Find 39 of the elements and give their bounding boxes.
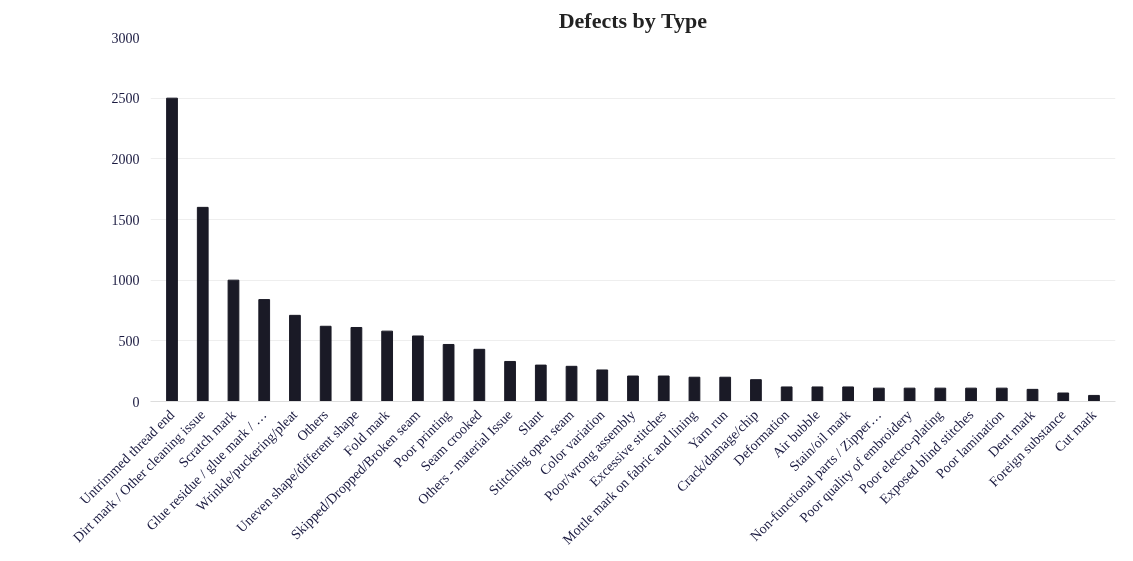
bar bbox=[534, 364, 547, 402]
bar bbox=[872, 387, 885, 402]
bar bbox=[842, 386, 855, 402]
bar bbox=[934, 387, 947, 402]
bar bbox=[1026, 388, 1039, 402]
bar bbox=[750, 379, 762, 402]
y-tick-label: 2000 bbox=[111, 151, 140, 167]
bar bbox=[965, 387, 977, 402]
chart-title: Defects by Type bbox=[558, 7, 708, 33]
bar bbox=[473, 348, 486, 402]
bar bbox=[319, 325, 332, 402]
bar bbox=[258, 299, 271, 402]
bar bbox=[381, 330, 394, 402]
bar bbox=[289, 314, 301, 402]
bar bbox=[565, 365, 578, 402]
bar bbox=[811, 386, 824, 402]
bar bbox=[1057, 392, 1070, 402]
bar bbox=[504, 360, 516, 402]
bar bbox=[442, 343, 455, 402]
bar bbox=[196, 206, 209, 402]
bar bbox=[995, 387, 1008, 402]
y-tick-label: 3000 bbox=[111, 30, 140, 46]
bar bbox=[627, 375, 639, 402]
bar bbox=[657, 375, 670, 402]
bar bbox=[350, 326, 363, 402]
bar bbox=[411, 335, 424, 402]
bar bbox=[166, 97, 178, 402]
bar bbox=[903, 387, 916, 402]
y-tick-label: 500 bbox=[118, 333, 140, 349]
bar bbox=[780, 386, 793, 402]
bar bbox=[688, 376, 701, 402]
y-tick-label: 2500 bbox=[111, 91, 140, 107]
bar bbox=[596, 369, 609, 402]
y-tick-label: 1000 bbox=[111, 273, 140, 289]
y-tick-label: 1500 bbox=[111, 212, 140, 228]
y-tick-label: 0 bbox=[132, 394, 140, 410]
bar bbox=[719, 376, 732, 402]
bar bbox=[1088, 394, 1100, 402]
bar bbox=[227, 279, 240, 402]
